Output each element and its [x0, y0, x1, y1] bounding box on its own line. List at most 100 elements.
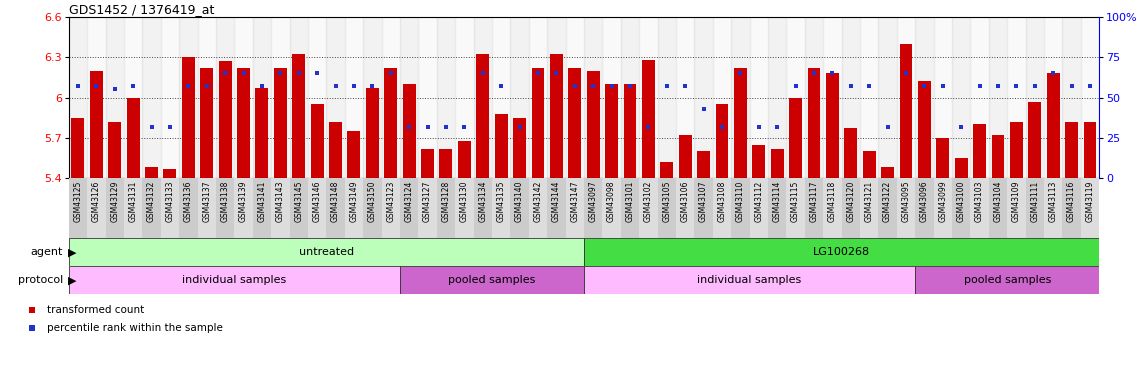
- Text: LG100268: LG100268: [813, 247, 870, 257]
- Bar: [385, 68, 397, 178]
- Text: individual samples: individual samples: [182, 275, 286, 285]
- Bar: [474, 178, 492, 238]
- Bar: [621, 17, 639, 178]
- Bar: [1083, 122, 1097, 178]
- Bar: [860, 17, 878, 178]
- Bar: [87, 17, 105, 178]
- Text: GSM43134: GSM43134: [479, 180, 488, 222]
- Bar: [142, 17, 160, 178]
- Bar: [989, 17, 1008, 178]
- Text: GSM43140: GSM43140: [515, 180, 524, 222]
- Text: GSM43138: GSM43138: [221, 180, 230, 222]
- Text: GSM43106: GSM43106: [680, 180, 689, 222]
- Bar: [566, 178, 584, 238]
- Bar: [476, 54, 489, 178]
- Bar: [661, 162, 673, 178]
- Text: GSM43105: GSM43105: [662, 180, 671, 222]
- Bar: [989, 178, 1008, 238]
- Bar: [197, 17, 216, 178]
- Bar: [697, 151, 710, 178]
- Text: GSM43127: GSM43127: [423, 180, 432, 222]
- Bar: [1065, 122, 1079, 178]
- Bar: [197, 178, 216, 238]
- Bar: [440, 148, 452, 178]
- Bar: [807, 68, 821, 178]
- Bar: [805, 178, 823, 238]
- Bar: [271, 17, 290, 178]
- Bar: [127, 98, 140, 178]
- Bar: [584, 266, 915, 294]
- Bar: [69, 238, 584, 266]
- Bar: [915, 178, 933, 238]
- Text: GSM43129: GSM43129: [110, 180, 119, 222]
- Text: GSM43139: GSM43139: [239, 180, 248, 222]
- Bar: [951, 17, 970, 178]
- Bar: [511, 178, 529, 238]
- Bar: [732, 178, 750, 238]
- Text: GSM43132: GSM43132: [147, 180, 156, 222]
- Bar: [750, 17, 768, 178]
- Bar: [326, 178, 345, 238]
- Text: GSM43120: GSM43120: [846, 180, 855, 222]
- Bar: [970, 178, 989, 238]
- Bar: [602, 17, 621, 178]
- Bar: [712, 178, 732, 238]
- Text: GSM43145: GSM43145: [294, 180, 303, 222]
- Bar: [915, 17, 933, 178]
- Bar: [844, 128, 858, 178]
- Bar: [676, 17, 694, 178]
- Bar: [862, 151, 876, 178]
- Bar: [566, 17, 584, 178]
- Bar: [271, 178, 290, 238]
- Bar: [1028, 102, 1041, 178]
- Bar: [529, 17, 547, 178]
- Text: GSM43104: GSM43104: [994, 180, 1003, 222]
- Bar: [1044, 17, 1063, 178]
- Text: GSM43119: GSM43119: [1085, 180, 1095, 222]
- Bar: [1081, 178, 1099, 238]
- Bar: [586, 70, 600, 178]
- Bar: [716, 104, 728, 178]
- Bar: [694, 178, 712, 238]
- Bar: [418, 178, 436, 238]
- Text: GSM43114: GSM43114: [773, 180, 782, 222]
- Text: GSM43118: GSM43118: [828, 180, 837, 222]
- Bar: [274, 68, 286, 178]
- Bar: [878, 178, 897, 238]
- Bar: [826, 74, 839, 178]
- Bar: [363, 178, 381, 238]
- Bar: [584, 17, 602, 178]
- Bar: [1010, 122, 1022, 178]
- Bar: [292, 54, 306, 178]
- Text: untreated: untreated: [299, 247, 354, 257]
- Bar: [768, 178, 787, 238]
- Bar: [235, 178, 253, 238]
- Bar: [1063, 178, 1081, 238]
- Bar: [624, 84, 637, 178]
- Bar: [474, 17, 492, 178]
- Text: GSM43143: GSM43143: [276, 180, 285, 222]
- Bar: [547, 17, 566, 178]
- Bar: [216, 17, 235, 178]
- Bar: [436, 178, 456, 238]
- Bar: [329, 122, 342, 178]
- Bar: [1008, 17, 1026, 178]
- Bar: [326, 17, 345, 178]
- Bar: [752, 144, 765, 178]
- Text: GSM43144: GSM43144: [552, 180, 561, 222]
- Bar: [310, 104, 324, 178]
- Bar: [456, 17, 474, 178]
- Bar: [253, 178, 271, 238]
- Text: GSM43098: GSM43098: [607, 180, 616, 222]
- Text: GDS1452 / 1376419_at: GDS1452 / 1376419_at: [69, 3, 214, 16]
- Text: GSM43112: GSM43112: [755, 180, 764, 222]
- Bar: [124, 178, 142, 238]
- Bar: [918, 81, 931, 178]
- Text: GSM43101: GSM43101: [625, 180, 634, 222]
- Bar: [805, 17, 823, 178]
- Bar: [105, 178, 124, 238]
- Text: GSM43107: GSM43107: [700, 180, 708, 222]
- Text: GSM43109: GSM43109: [1012, 180, 1021, 222]
- Bar: [768, 17, 787, 178]
- Bar: [750, 178, 768, 238]
